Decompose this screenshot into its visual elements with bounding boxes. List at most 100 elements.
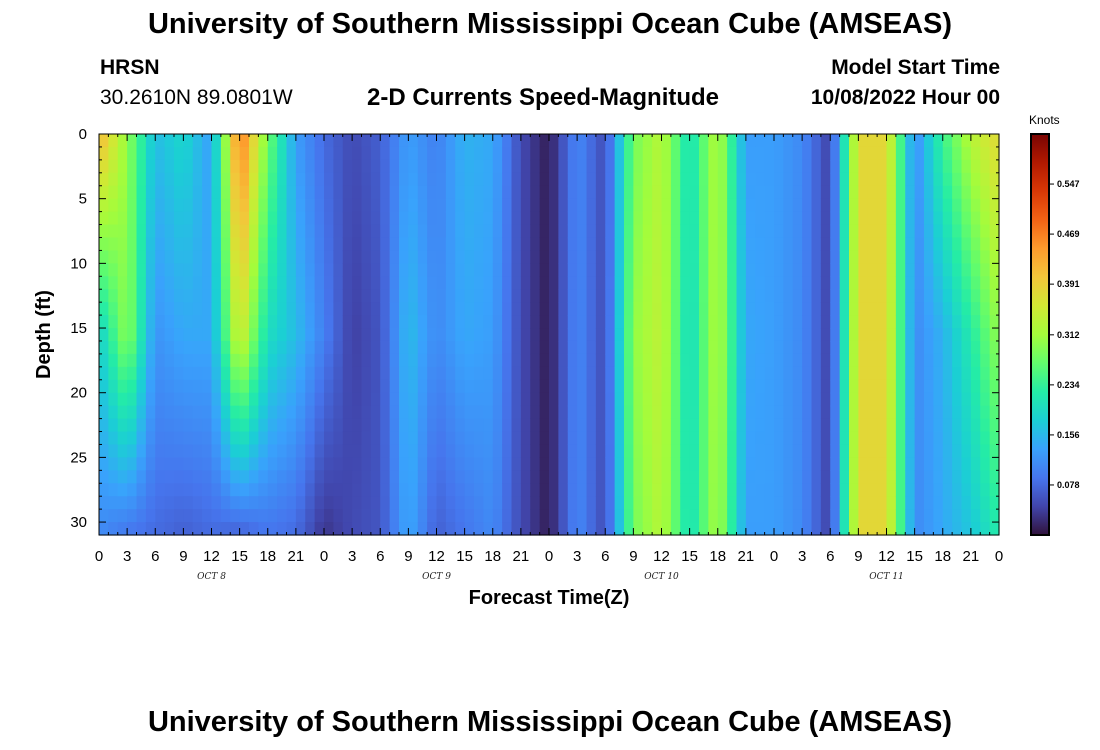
heatmap-cell — [708, 224, 719, 239]
heatmap-cell — [136, 276, 147, 290]
heatmap-cell — [127, 457, 138, 471]
heatmap-cell — [811, 353, 822, 368]
heatmap-cell — [820, 392, 831, 407]
heatmap-cell — [267, 522, 278, 536]
heatmap-cell — [511, 496, 522, 510]
heatmap-cell — [680, 470, 691, 484]
heatmap-cell — [464, 353, 475, 368]
heatmap-cell — [108, 146, 119, 161]
heatmap-cell — [736, 457, 747, 471]
heatmap-cell — [745, 366, 756, 381]
heatmap-cell — [399, 250, 409, 264]
heatmap-cell — [633, 159, 644, 174]
heatmap-cell — [202, 302, 213, 316]
heatmap-cell — [305, 509, 316, 523]
heatmap-cell — [455, 276, 466, 290]
heatmap-cell — [174, 224, 184, 239]
heatmap-cell — [952, 509, 963, 523]
heatmap-cell — [230, 276, 241, 290]
heatmap-cell — [155, 146, 166, 161]
heatmap-cell — [549, 353, 559, 368]
heatmap-cell — [755, 470, 766, 484]
heatmap-cell — [586, 159, 597, 174]
heatmap-cell — [839, 315, 850, 329]
heatmap-cell — [755, 276, 766, 290]
heatmap-cell — [952, 431, 963, 446]
heatmap-cell — [333, 146, 344, 161]
heatmap-cell — [211, 237, 222, 252]
heatmap-cell — [436, 340, 447, 355]
heatmap-cell — [417, 172, 428, 187]
heatmap-cell — [595, 159, 606, 174]
heatmap-cell — [820, 198, 831, 213]
heatmap-cell — [652, 328, 663, 342]
heatmap-cell — [155, 276, 166, 290]
heatmap-cell — [342, 340, 353, 355]
heatmap-cell — [267, 431, 278, 446]
heatmap-cell — [549, 366, 559, 381]
heatmap-cell — [577, 146, 588, 161]
heatmap-cell — [830, 431, 841, 446]
heatmap-cell — [408, 198, 419, 213]
heatmap-cell — [277, 198, 288, 213]
heatmap-cell — [183, 353, 194, 368]
heatmap-cell — [155, 172, 166, 187]
heatmap-cell — [895, 483, 906, 497]
heatmap-cell — [511, 353, 522, 368]
heatmap-cell — [174, 250, 184, 264]
heatmap-cell — [661, 353, 672, 368]
heatmap-cell — [830, 444, 841, 458]
heatmap-cell — [511, 185, 522, 200]
heatmap-cell — [877, 237, 888, 252]
heatmap-cell — [202, 379, 213, 394]
heatmap-cell — [792, 522, 803, 536]
heatmap-cell — [886, 198, 897, 213]
heatmap-cell — [436, 418, 447, 433]
heatmap-cell — [924, 444, 934, 458]
heatmap-cell — [417, 315, 428, 329]
heatmap-cell — [577, 224, 588, 239]
heatmap-cell — [417, 431, 428, 446]
heatmap-cell — [642, 263, 653, 277]
heatmap-cell — [933, 328, 944, 342]
heatmap-cell — [802, 444, 813, 458]
heatmap-cell — [820, 509, 831, 523]
heatmap-cell — [108, 224, 119, 239]
heatmap-cell — [867, 198, 878, 213]
heatmap-cell — [605, 340, 616, 355]
heatmap-cell — [764, 185, 775, 200]
heatmap-cell — [830, 302, 841, 316]
heatmap-cell — [895, 431, 906, 446]
heatmap-cell — [755, 418, 766, 433]
heatmap-cell — [614, 431, 625, 446]
heatmap-cell — [239, 289, 250, 303]
heatmap-cell — [595, 340, 606, 355]
heatmap-cell — [202, 172, 213, 187]
heatmap-cell — [370, 159, 381, 174]
heatmap-cell — [127, 276, 138, 290]
heatmap-cell — [745, 444, 756, 458]
heatmap-cell — [511, 340, 522, 355]
heatmap-cell — [764, 276, 775, 290]
heatmap-cell — [642, 366, 653, 381]
heatmap-cell — [511, 211, 522, 226]
heatmap-cell — [652, 457, 663, 471]
heatmap-cell — [305, 224, 316, 239]
heatmap-cell — [745, 379, 756, 394]
heatmap-cell — [258, 379, 269, 394]
heatmap-cell — [427, 237, 438, 252]
heatmap-cell — [361, 340, 372, 355]
heatmap-cell — [352, 134, 363, 148]
heatmap-cell — [642, 431, 653, 446]
heatmap-cell — [474, 470, 484, 484]
heatmap-cell — [952, 263, 963, 277]
heatmap-cell — [717, 444, 728, 458]
heatmap-cell — [633, 470, 644, 484]
heatmap-cell — [567, 276, 578, 290]
heatmap-cell — [164, 379, 175, 394]
heatmap-cell — [230, 509, 241, 523]
heatmap-cell — [839, 522, 850, 536]
heatmap-cell — [324, 172, 334, 187]
heatmap-cell — [136, 366, 147, 381]
heatmap-cell — [755, 405, 766, 420]
